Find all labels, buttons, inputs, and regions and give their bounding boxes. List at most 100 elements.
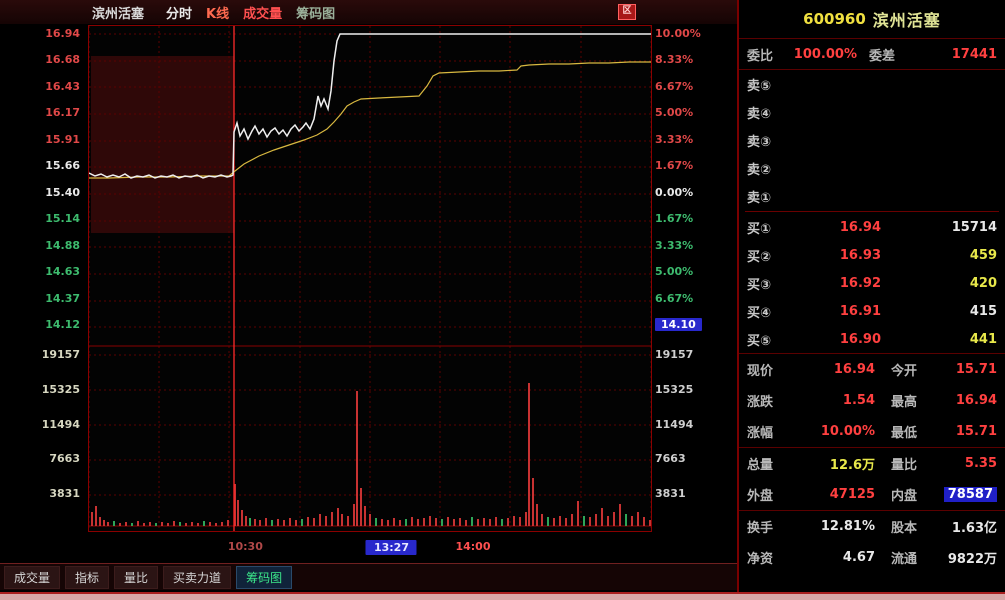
top-bar-tab-3[interactable]: 成交量 [243,6,283,22]
top-bar-tab-2[interactable]: K线 [206,6,230,22]
stat-label-1: 涨跌 [747,395,774,410]
stat-value-2: 15.71 [939,424,997,439]
volume-bar [375,518,377,526]
stat-value-2-text: 1.63亿 [951,521,997,536]
stat-value-2-text: 78587 [943,487,997,502]
price-label-5: 15.91 [45,132,80,146]
vol-label-2: 15325 [41,382,80,396]
buy-row-5[interactable]: 买⑤ 16.90 441 [739,325,1005,353]
pct-label-10: 5.00% [655,265,694,279]
buy-row-3[interactable]: 买③ 16.92 420 [739,269,1005,297]
pct-label-3: 6.67% [655,79,694,93]
volume-bar [221,522,223,526]
vol-label-4: 7663 [49,452,80,466]
buy-label: 买③ [747,277,772,293]
pct-label-2: 8.33% [655,53,694,67]
sell-row-3[interactable]: 卖③ [739,126,1005,154]
pct-label-11: 6.67% [655,291,694,305]
stat-label-2: 最高 [891,395,918,410]
volume-bar [125,522,127,526]
top-bar-stock-label: 滨州活塞 [92,6,145,22]
volume-bar [525,512,527,526]
sell-row-5[interactable]: 卖① [739,182,1005,210]
volume-bar [173,521,175,526]
price-label-3: 16.43 [45,79,80,93]
toolbar-tab-1[interactable]: 成交量 [4,565,61,589]
volume-axis-labels-right: 19157 15325 11494 7663 3831 [655,348,736,500]
volume-bar [265,518,267,526]
volume-bar [341,514,343,526]
volume-bar [197,523,199,526]
sell-label: 卖② [747,162,772,178]
vol-label-1: 19157 [41,348,80,361]
stat-row-3: 涨幅 10.00% 最低 15.71 [739,416,1005,448]
volume-bar [241,510,243,526]
volume-bar [477,519,479,526]
chart-corner-icon[interactable]: 区 [618,4,636,20]
volume-bar [547,517,549,526]
percent-axis-labels: 10.00% 8.33% 6.67% 5.00% 3.33% 1.67% 0.00% 1.67… [655,27,736,331]
stat-label-1: 净资 [747,552,774,567]
volume-bar [513,516,515,526]
sell-row-4[interactable]: 卖② [739,154,1005,182]
volume-bar [227,520,229,526]
volume-bar [353,504,355,526]
volume-bar [601,508,603,526]
buy-queue: 买① 16.94 15714 买② 16.93 459 买③ 16.92 420 买④ 16.91 4… [739,213,1005,354]
price-label-7: 15.40 [45,185,80,199]
stat-value-1: 12.81% [820,519,875,534]
toolbar-tab-5[interactable]: 筹码图 [236,565,293,589]
buy-row-1[interactable]: 买① 16.94 15714 [739,213,1005,241]
buy-label: 买④ [747,305,772,321]
buy-volume: 15714 [951,219,997,235]
sell-row-2[interactable]: 卖④ [739,98,1005,126]
volume-bar [489,519,491,526]
volume-bar [577,501,579,526]
volume-bar [289,518,291,526]
price-label-9: 14.88 [45,238,80,252]
top-bar-tab-1[interactable]: 分时 [166,6,193,22]
volume-bar [387,520,389,526]
buy-price: 16.94 [839,219,881,235]
volume-bar [532,478,534,526]
price-label-6: 15.66 [45,159,80,173]
volume-bar [295,520,297,526]
toolbar-tab-3[interactable]: 量比 [114,565,159,589]
volume-bar [307,517,309,526]
volume-bar [507,518,509,526]
toolbar-tab-4[interactable]: 买卖力道 [163,565,232,589]
intraday-plot-area[interactable] [88,25,652,532]
intraday-chart-svg[interactable] [89,26,651,531]
stat-label-1: 换手 [747,521,774,536]
volume-bar [331,512,333,526]
pct-label-9: 3.33% [655,238,694,252]
volume-bar [519,517,521,526]
volume-bar [381,519,383,526]
volume-bar [471,517,473,526]
sell-row-1[interactable]: 卖⑤ [739,70,1005,98]
volume-bar [360,488,362,526]
stats-block: 现价 16.94 今开 15.71 涨跌 1.54 最高 16.94 涨幅 10.00% 最低 15.… [739,354,1005,573]
volume-bar [95,506,97,526]
price-label-2: 16.68 [45,53,80,67]
stat-label-2: 量比 [891,458,918,473]
volume-bar [536,504,538,526]
stat-value-2-text: 15.71 [955,424,997,439]
volume-bar [91,512,93,526]
price-label-1: 16.94 [45,27,80,40]
sell-queue: 卖⑤ 卖④ 卖③ 卖② 卖① [739,70,1005,210]
buy-label: 买② [747,249,772,265]
stat-label-2: 今开 [891,364,918,379]
stat-row-1: 现价 16.94 今开 15.71 [739,354,1005,385]
toolbar-tab-2[interactable]: 指标 [65,565,110,589]
volume-bar [107,522,109,526]
buy-row-4[interactable]: 买④ 16.91 415 [739,297,1005,325]
price-label-12: 14.12 [45,317,80,331]
vol-label-5: 3831 [655,487,686,500]
volume-bar [99,517,101,526]
buy-row-2[interactable]: 买② 16.93 459 [739,241,1005,269]
volume-bar [119,523,121,526]
top-bar-tab-4[interactable]: 筹码图 [296,6,336,22]
volume-bar [435,518,437,526]
